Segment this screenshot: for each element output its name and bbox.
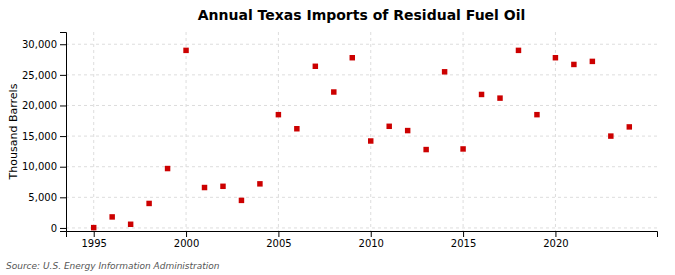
point xyxy=(202,185,207,190)
point xyxy=(590,59,595,64)
point xyxy=(331,89,336,94)
point xyxy=(220,184,225,189)
tick-mark xyxy=(555,231,556,237)
tick-label: 1995 xyxy=(81,238,106,249)
y-axis-line xyxy=(60,33,67,232)
x-tick: 2005 xyxy=(266,231,291,249)
tick-mark xyxy=(60,136,66,137)
tick-label: 2015 xyxy=(451,238,476,249)
tick-mark xyxy=(186,231,187,237)
point xyxy=(608,133,613,138)
tick-mark xyxy=(60,228,66,229)
grid-line xyxy=(66,136,657,137)
grid-line xyxy=(278,32,279,231)
x-axis: 1995 2000 2005 2010 2015 2020 xyxy=(67,231,658,249)
grid-line xyxy=(66,197,657,198)
tick-mark xyxy=(60,44,66,45)
point xyxy=(516,48,521,53)
point xyxy=(571,62,576,67)
point xyxy=(91,225,96,230)
point xyxy=(183,48,188,53)
point xyxy=(239,198,244,203)
tick-mark xyxy=(60,75,66,76)
y-tick: 20,000 xyxy=(22,100,66,111)
point xyxy=(442,69,447,74)
y-axis-title: Thousand Barrels xyxy=(7,83,20,180)
point xyxy=(109,214,114,219)
point xyxy=(553,55,558,60)
y-tick: 0 xyxy=(51,223,66,234)
grid xyxy=(66,32,657,231)
grid-line xyxy=(186,32,187,231)
point xyxy=(405,128,410,133)
source-note: Source: U.S. Energy Information Administ… xyxy=(6,261,220,271)
tick-mark xyxy=(463,231,464,237)
grid-line xyxy=(370,32,371,231)
point xyxy=(497,95,502,100)
grid-line xyxy=(66,166,657,167)
x-tick: 2000 xyxy=(174,231,199,249)
tick-mark xyxy=(94,231,95,237)
tick-mark xyxy=(60,167,66,168)
tick-mark xyxy=(371,231,372,237)
point xyxy=(627,124,632,129)
point xyxy=(294,126,299,131)
point xyxy=(534,112,539,117)
point xyxy=(479,92,484,97)
grid-line xyxy=(66,105,657,106)
point xyxy=(460,146,465,151)
point xyxy=(146,201,151,206)
plot-area: 1995 2000 2005 2010 2015 2020 0 5,000 10,000 15,0… xyxy=(22,32,658,249)
tick-label: 15,000 xyxy=(22,131,57,142)
chart: 1995 2000 2005 2010 2015 2020 0 5,000 10,000 15,0… xyxy=(0,0,675,275)
tick-mark xyxy=(278,231,279,237)
tick-label: 25,000 xyxy=(22,70,57,81)
grid-line xyxy=(66,74,657,75)
tick-label: 2000 xyxy=(174,238,199,249)
point xyxy=(165,166,170,171)
point xyxy=(423,147,428,152)
tick-label: 30,000 xyxy=(22,39,57,50)
tick-label: 20,000 xyxy=(22,100,57,111)
tick-mark xyxy=(60,197,66,198)
y-axis: 0 5,000 10,000 15,000 20,000 25,000 30,000 xyxy=(22,33,67,234)
points xyxy=(91,48,632,231)
tick-mark xyxy=(60,105,66,106)
x-tick: 2015 xyxy=(451,231,476,249)
y-tick: 15,000 xyxy=(22,131,66,142)
grid-line xyxy=(463,32,464,231)
y-tick: 25,000 xyxy=(22,70,66,81)
tick-label: 0 xyxy=(51,223,57,234)
point xyxy=(350,55,355,60)
x-tick: 2010 xyxy=(359,231,384,249)
grid-line xyxy=(555,32,556,231)
x-tick: 1995 xyxy=(81,231,106,249)
x-axis-line xyxy=(67,232,658,238)
y-tick: 5,000 xyxy=(28,192,66,203)
tick-label: 2010 xyxy=(359,238,384,249)
title: Annual Texas Imports of Residual Fuel Oi… xyxy=(198,7,526,23)
grid-line xyxy=(66,227,657,228)
point xyxy=(257,181,262,186)
point xyxy=(313,64,318,69)
y-tick: 30,000 xyxy=(22,39,66,50)
tick-label: 5,000 xyxy=(28,192,57,203)
point xyxy=(276,112,281,117)
tick-label: 2005 xyxy=(266,238,291,249)
grid-line xyxy=(93,32,94,231)
point xyxy=(386,124,391,129)
point xyxy=(128,222,133,227)
tick-label: 2020 xyxy=(543,238,568,249)
tick-label: 10,000 xyxy=(22,161,57,172)
point xyxy=(368,138,373,143)
y-tick: 10,000 xyxy=(22,161,66,172)
grid-line xyxy=(66,44,657,45)
x-tick: 2020 xyxy=(543,231,568,249)
